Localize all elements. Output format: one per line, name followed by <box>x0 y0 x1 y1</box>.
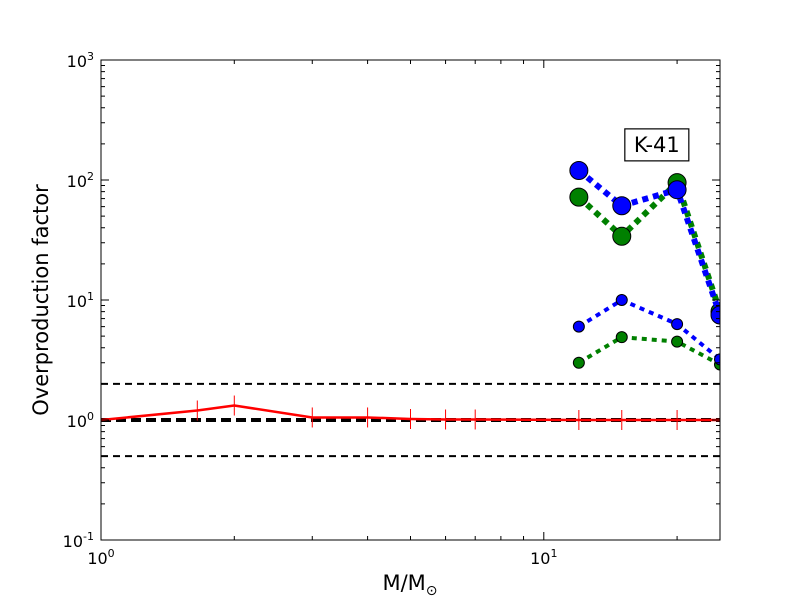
y-tick-label-0: 10-1 <box>63 530 94 551</box>
series-2-point-2 <box>667 180 687 200</box>
series-4-point-1 <box>615 294 628 306</box>
y-tick-label-exponent: 0 <box>87 410 94 423</box>
series-1-point-0 <box>569 187 589 207</box>
x-tick-label-exponent: 1 <box>550 547 557 560</box>
series-4-line <box>577 298 720 361</box>
y-axis-label: Overproduction factor <box>29 184 53 416</box>
x-axis-label-text: M/M <box>382 571 425 595</box>
series-1-line <box>576 179 720 313</box>
y-tick-label-base: 10 <box>67 412 87 431</box>
x-tick-label-1: 101 <box>530 547 557 568</box>
y-tick-label-1: 100 <box>67 410 94 431</box>
series-4-point-2 <box>671 318 684 331</box>
series-layer <box>101 160 720 458</box>
series-3-point-0 <box>572 356 585 369</box>
series-2-point-1 <box>612 196 632 216</box>
series-2-line <box>576 168 720 316</box>
series-3-point-1 <box>615 331 628 344</box>
series-4-point-0 <box>572 320 585 333</box>
series-0-line <box>101 404 720 422</box>
annotation-label: K-41 <box>634 133 680 157</box>
x-tick-label-base: 10 <box>87 549 107 568</box>
y-tick-label-base: 10 <box>63 532 83 551</box>
y-tick-label-exponent: -1 <box>83 530 94 543</box>
y-tick-label-exponent: 3 <box>87 50 94 63</box>
x-tick-label-exponent: 0 <box>108 547 115 560</box>
annotation-box: K-41 <box>624 128 690 162</box>
y-tick-label-2: 101 <box>67 290 94 311</box>
series-3-line <box>577 335 720 367</box>
x-axis-label: M/M⊙ <box>382 571 437 599</box>
x-axis-label-subscript: ⊙ <box>426 583 438 599</box>
series-3-point-2 <box>671 335 684 348</box>
annotation-frame <box>624 128 690 162</box>
y-tick-label-exponent: 1 <box>87 290 94 303</box>
series-2-point-3 <box>710 305 720 325</box>
y-tick-label-base: 10 <box>67 172 87 191</box>
y-tick-label-3: 102 <box>67 170 94 191</box>
series-4-point-3 <box>714 353 720 366</box>
y-tick-label-4: 103 <box>67 50 94 71</box>
x-tick-label-base: 10 <box>530 549 550 568</box>
y-tick-label-base: 10 <box>67 52 87 71</box>
x-tick-label-0: 100 <box>87 547 114 568</box>
series-1-point-1 <box>612 226 632 246</box>
y-tick-label-exponent: 2 <box>87 170 94 183</box>
y-tick-label-base: 10 <box>67 292 87 311</box>
series-2-point-0 <box>569 160 589 180</box>
